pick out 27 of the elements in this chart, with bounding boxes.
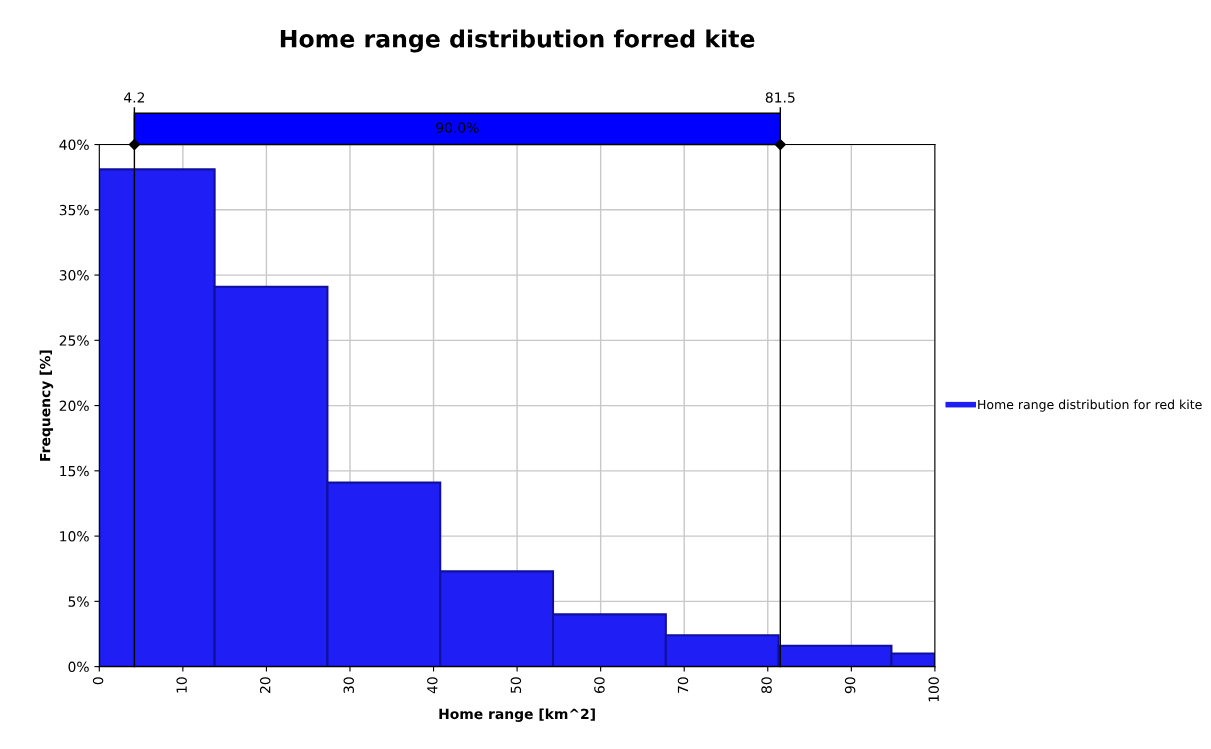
y-axis-title: Frequency [%] <box>39 350 54 461</box>
x-tick-label: 30 <box>343 677 355 693</box>
x-tick-label: 100 <box>928 677 939 702</box>
x-tick-label: 70 <box>677 677 689 693</box>
ref-line-label: 81.5 <box>765 92 795 103</box>
y-tick-label: 5% <box>68 596 89 607</box>
x-tick-label: 80 <box>761 677 772 694</box>
y-tick-label: 15% <box>60 465 89 477</box>
x-tick-label: 20 <box>259 677 271 693</box>
x-axis-title: Home range [km^2] <box>439 708 595 722</box>
x-tick-label: 60 <box>594 677 605 694</box>
y-tick-label: 30% <box>59 270 89 281</box>
chart-title: Home range distribution forred kite <box>280 29 755 53</box>
legend-label: Home range distribution for red kite <box>978 399 1202 412</box>
x-tick-label: 40 <box>427 677 438 694</box>
y-tick-label: 0% <box>68 661 89 673</box>
y-tick-label: 25% <box>59 335 89 346</box>
y-tick-label: 20% <box>59 400 89 412</box>
x-tick-label: 50 <box>510 677 522 693</box>
y-tick-label: 40% <box>59 139 89 151</box>
y-tick-label: 35% <box>59 204 89 216</box>
y-tick-label: 10% <box>60 531 89 542</box>
x-tick-label: 90 <box>844 677 856 694</box>
x-tick-label: 10 <box>176 677 187 693</box>
x-tick-label: 0 <box>92 677 104 685</box>
ref-line-label: 4.2 <box>124 92 145 103</box>
text: 90.0% <box>436 122 479 133</box>
